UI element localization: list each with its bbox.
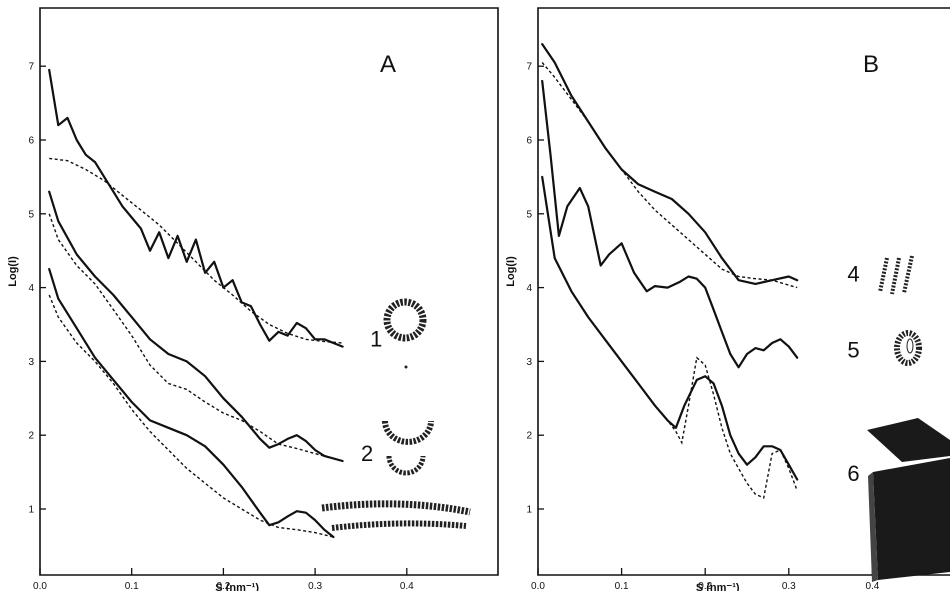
- y-axis-title: Log(I): [505, 256, 517, 287]
- y-tick-label: 4: [28, 283, 34, 294]
- x-axis-title: S (nm⁻¹): [696, 582, 740, 591]
- curve-label-6: 6: [847, 461, 859, 486]
- semicircle-glyph: [382, 420, 434, 476]
- curve-label-2: 2: [361, 441, 373, 466]
- y-tick-label: 6: [28, 136, 34, 147]
- y-tick-label: 5: [28, 209, 34, 220]
- y-tick-label: 6: [526, 136, 532, 147]
- x-tick-label: 0.0: [531, 581, 545, 591]
- y-tick-label: 1: [526, 505, 532, 516]
- curve-label-4: 4: [847, 262, 859, 287]
- y-tick-label: 2: [28, 431, 34, 442]
- dashed-series-2: [541, 62, 798, 289]
- y-tick-label: 1: [28, 505, 34, 516]
- strand-glyph: [878, 255, 914, 295]
- panel-b: 0.0 0.1 0.2 0.3 0.4 1 2 3 4 5 6 7 S (nm⁻¹) Log(I) B 4 5 6: [505, 7, 950, 591]
- y-tick-label: 3: [526, 357, 532, 368]
- ring-glyph: [383, 298, 427, 369]
- cylinder-glyph: [894, 330, 922, 366]
- dashed-series-4: [48, 213, 343, 462]
- panel-a: 0.0 0.1 0.2 0.3 0.4 1 2 3 4 5 6 7 S (nm⁻¹) Log(I) A 1 2: [7, 7, 499, 591]
- x-tick-label: 0.3: [782, 581, 796, 591]
- sheet-glyph: [867, 418, 950, 582]
- dashed-series-6: [48, 294, 334, 538]
- x-tick-label: 0.2: [698, 581, 712, 591]
- solid-series-1: [48, 68, 344, 348]
- solid-series-4: [541, 175, 799, 481]
- x-tick-label: 0.4: [400, 581, 414, 591]
- solid-series-3: [48, 190, 344, 463]
- plot-frame: [39, 7, 499, 576]
- x-tick-label: 0.0: [33, 581, 47, 591]
- curve-label-1: 1: [370, 327, 382, 352]
- panel-letter: B: [863, 51, 879, 78]
- y-tick-label: 5: [526, 209, 532, 220]
- x-tick-label: 0.4: [865, 581, 879, 591]
- y-tick-label: 3: [28, 357, 34, 368]
- dashed-series-2: [49, 157, 343, 344]
- y-tick-label: 4: [526, 283, 532, 294]
- x-tick-label: 0.3: [308, 581, 322, 591]
- y-tick-label: 2: [526, 431, 532, 442]
- y-tick-label: 7: [28, 62, 34, 73]
- panel-letter: A: [380, 51, 396, 78]
- x-tick-label: 0.1: [125, 581, 139, 591]
- plot-frame: [537, 7, 950, 576]
- y-tick-label: 7: [526, 62, 532, 73]
- solid-series-3: [541, 79, 799, 369]
- x-tick-label: 0.1: [615, 581, 629, 591]
- x-axis-title: S (nm⁻¹): [215, 582, 259, 591]
- curve-label-5: 5: [847, 338, 859, 363]
- x-tick-label: 0.2: [216, 581, 230, 591]
- solid-series-5: [48, 268, 335, 539]
- y-axis-title: Log(I): [7, 256, 19, 287]
- solid-series-1: [541, 43, 799, 285]
- dashed-series-5: [654, 356, 798, 499]
- arc-band-glyph: [321, 500, 471, 531]
